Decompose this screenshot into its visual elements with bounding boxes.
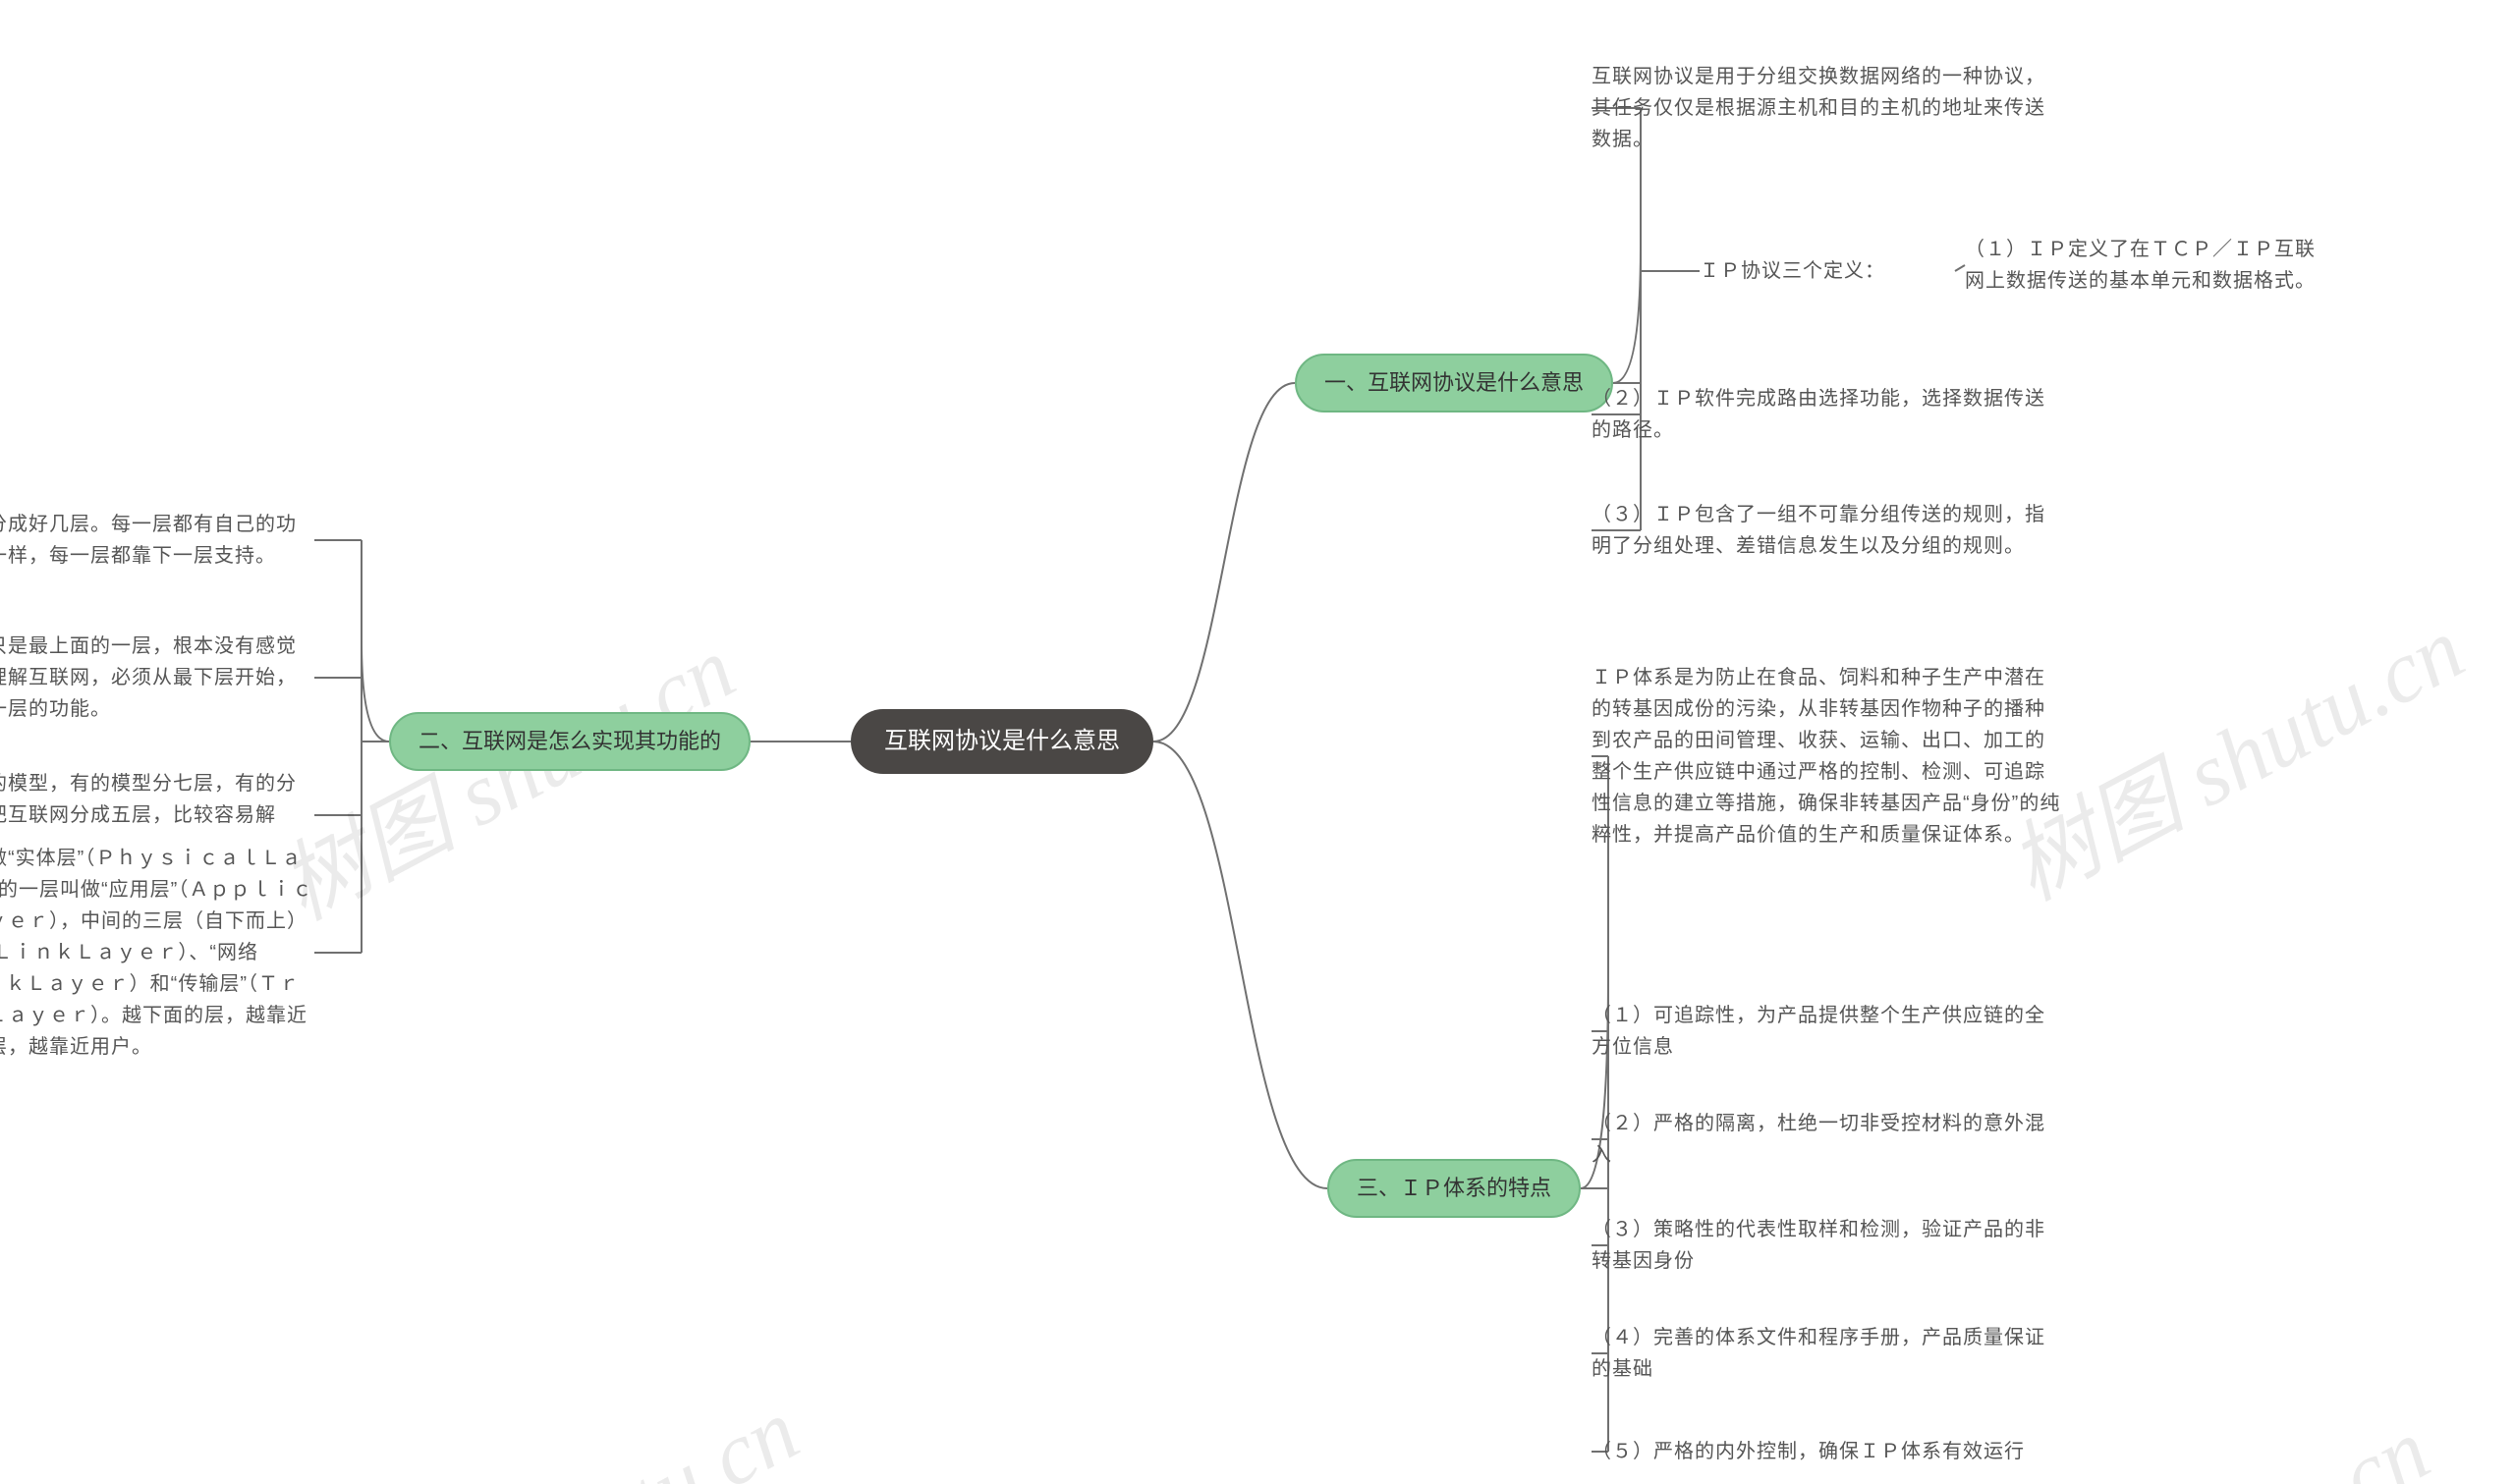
branch-node-3[interactable]: 三、ＩＰ体系的特点 — [1327, 1159, 1581, 1217]
leaf-node[interactable]: 互联网的实现，分成好几层。每一层都有自己的功能，就像建筑物一样，每一层都靠下一层… — [0, 509, 314, 572]
branch-node-1[interactable]: 一、互联网协议是什么意思 — [1295, 354, 1613, 412]
branch-node-2[interactable]: 二、互联网是怎么实现其功能的 — [389, 712, 751, 770]
leaf-node[interactable]: （２）ＩＰ软件完成路由选择功能，选择数据传送的路径。 — [1592, 383, 2063, 446]
leaf-node[interactable]: （４）完善的体系文件和程序手册，产品质量保证的基础 — [1592, 1322, 2063, 1385]
leaf-node[interactable]: ＩＰ体系是为防止在食品、饲料和种子生产中潜在的转基因成份的污染，从非转基因作物种… — [1592, 662, 2063, 851]
leaf-node[interactable]: （３）策略性的代表性取样和检测，验证产品的非转基因身份 — [1592, 1214, 2063, 1277]
leaf-node[interactable]: （１）ＩＰ定义了在ＴＣＰ／ＩＰ互联网上数据传送的基本单元和数据格式。 — [1965, 234, 2319, 297]
mindmap-connectors — [0, 0, 2515, 1484]
leaf-node[interactable]: （１）可追踪性，为产品提供整个生产供应链的全方位信息 — [1592, 1000, 2063, 1063]
leaf-node[interactable]: 互联网协议是用于分组交换数据网络的一种协议，其任务仅仅是根据源主机和目的主机的地… — [1592, 61, 2063, 155]
leaf-node[interactable]: （３）ＩＰ包含了一组不可靠分组传送的规则，指明了分组处理、差错信息发生以及分组的… — [1592, 499, 2063, 562]
leaf-node[interactable]: （２）严格的隔离，杜绝一切非受控材料的意外混入 — [1592, 1108, 2063, 1171]
mindmap-root[interactable]: 互联网协议是什么意思 — [851, 709, 1153, 774]
leaf-node[interactable]: ＩＰ协议三个定义： — [1700, 255, 1955, 287]
leaf-node[interactable]: 最底下的一层叫做“实体层”（ＰｈｙｓｉｃａｌＬａｙｅｒ），最上面的一层叫做“应用… — [0, 843, 314, 1063]
leaf-node[interactable]: （５）严格的内外控制，确保ＩＰ体系有效运行 — [1592, 1436, 2063, 1467]
leaf-node[interactable]: 用户接触到的，只是最上面的一层，根本没有感觉到下面的层。要理解互联网，必须从最下… — [0, 631, 314, 725]
